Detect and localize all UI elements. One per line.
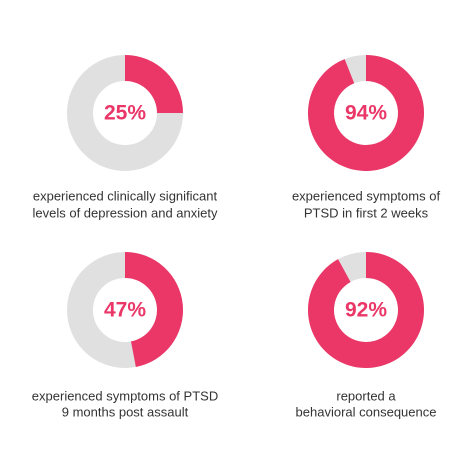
value-label: 94%: [345, 102, 387, 125]
donut-segment: [125, 252, 183, 367]
donut-segment: [308, 55, 424, 171]
caption: experienced symptoms of PTSD: [32, 388, 218, 403]
value-label: 47%: [104, 299, 146, 322]
caption: 9 months post assault: [62, 404, 189, 419]
caption: levels of depression and anxiety: [32, 205, 218, 220]
donut-segment: [125, 55, 183, 113]
caption: experienced clinically significant: [33, 188, 218, 203]
caption: reported a: [336, 388, 396, 403]
caption: experienced symptoms of: [292, 188, 441, 203]
caption: PTSD in first 2 weeks: [304, 205, 429, 220]
donut-segment: [308, 252, 424, 368]
value-label: 92%: [345, 299, 387, 322]
value-label: 25%: [104, 102, 146, 125]
caption: behavioral consequence: [296, 404, 437, 419]
